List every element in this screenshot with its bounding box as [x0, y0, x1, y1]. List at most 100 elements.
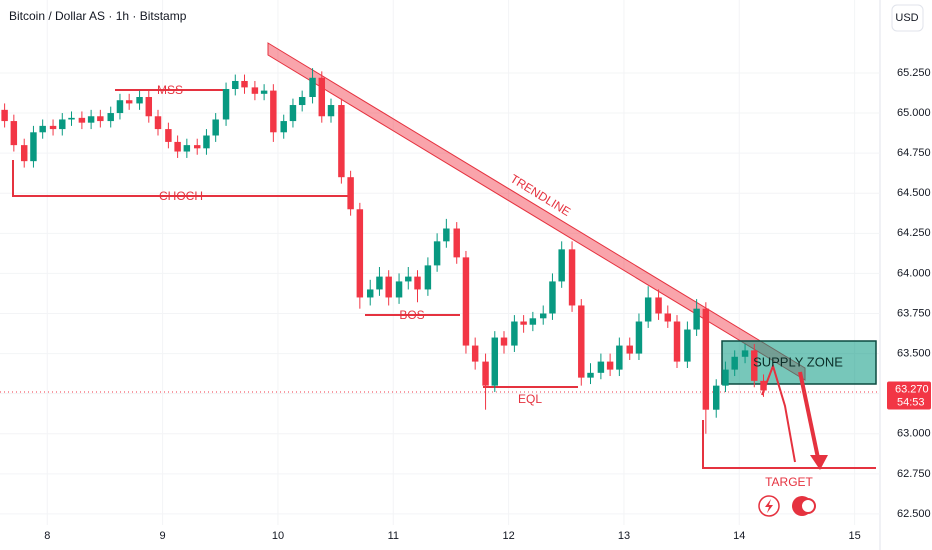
candle-body — [298, 97, 306, 106]
candle-body — [395, 281, 403, 298]
candle-body — [424, 265, 432, 290]
candle-body — [193, 145, 201, 149]
annotation: BOS — [399, 308, 424, 322]
candle-body — [49, 125, 57, 130]
candle-body — [212, 119, 219, 136]
supply-zone — [721, 340, 877, 385]
candle-body — [10, 121, 18, 146]
candle-body — [107, 113, 114, 122]
candle-body — [97, 116, 104, 122]
candle-body — [760, 380, 767, 391]
y-tick-label: 64.250 — [897, 227, 931, 239]
candle-body — [644, 297, 652, 322]
candle-body — [338, 105, 345, 178]
x-tick-label: 8 — [44, 530, 50, 542]
annotation: CHOCH — [159, 189, 203, 203]
candle-body — [751, 350, 758, 381]
candle-body — [549, 281, 556, 314]
candles — [1, 68, 767, 434]
projection-path — [761, 362, 796, 463]
candle-body — [203, 135, 210, 149]
candle-body — [87, 116, 95, 123]
candle-body — [59, 119, 66, 130]
candle-body — [356, 209, 364, 298]
candle-body — [587, 372, 594, 378]
candle-body — [174, 141, 181, 152]
x-tick-label: 11 — [388, 530, 399, 542]
candle-body — [511, 321, 518, 346]
x-tick-label: 15 — [849, 530, 861, 542]
flag-icon — [800, 498, 816, 514]
candle-body — [405, 276, 412, 282]
candle-body — [165, 129, 172, 142]
candle-body — [558, 249, 565, 282]
drawings — [0, 42, 880, 517]
candle-body — [693, 308, 700, 330]
candle-body — [471, 345, 479, 362]
candle-body — [731, 356, 738, 370]
candle-body — [655, 297, 662, 314]
candle-body — [741, 350, 749, 357]
y-tick-label: 64.000 — [897, 267, 931, 279]
candle-body — [376, 276, 383, 290]
chart-title: Bitcoin / Dollar AS · 1h · Bitstamp — [9, 9, 187, 23]
candle-body — [232, 80, 239, 89]
target-line — [702, 420, 876, 469]
last-price-box — [887, 381, 931, 410]
choch-line — [12, 160, 350, 197]
countdown-label: 54:53 — [897, 396, 925, 408]
candle-body — [116, 100, 124, 114]
candle-body — [433, 241, 441, 266]
projection-arrow — [798, 371, 820, 459]
y-tick-label: 64.500 — [897, 187, 931, 199]
candle-body — [145, 97, 153, 117]
candle-body — [520, 321, 527, 325]
annotation: MSS — [157, 83, 183, 97]
grid — [0, 0, 881, 550]
annotation: SUPPLY ZONE — [753, 354, 843, 369]
candle-body — [635, 321, 643, 354]
y-tick-label: 63.000 — [897, 428, 931, 440]
candle-body — [154, 116, 162, 130]
candle-body — [673, 321, 681, 362]
x-tick-label: 13 — [618, 530, 630, 542]
candle-body — [722, 369, 729, 386]
candle-body — [30, 132, 37, 162]
candle-body — [491, 337, 499, 386]
candle-body — [20, 145, 28, 162]
candle-body — [462, 257, 470, 346]
annotation: TARGET — [765, 475, 813, 489]
candle-body — [78, 117, 86, 123]
currency-button[interactable] — [891, 4, 924, 32]
candle-body — [684, 329, 691, 362]
candle-body — [347, 177, 354, 210]
candle-body — [385, 276, 392, 298]
candle-body — [289, 105, 297, 122]
candle-body — [482, 361, 489, 386]
candle-body — [125, 100, 133, 104]
candle-body — [1, 109, 8, 122]
candle-body — [606, 361, 614, 370]
candle-body — [136, 97, 143, 104]
candle-body — [414, 276, 421, 290]
candle-body — [616, 345, 623, 370]
x-tick-label: 12 — [502, 530, 514, 542]
candle-body — [443, 228, 450, 242]
candle-body — [280, 121, 287, 133]
candle-body — [270, 90, 277, 133]
candle-body — [453, 228, 460, 258]
lightning-icon — [765, 499, 773, 513]
candle-body — [568, 249, 576, 306]
candle-body — [712, 385, 720, 410]
candle-body — [539, 313, 547, 319]
candle-body — [664, 313, 672, 322]
candle-body — [39, 125, 46, 133]
y-tick-label: 63.750 — [897, 307, 931, 319]
candle-body — [366, 289, 374, 298]
x-tick-label: 10 — [272, 530, 284, 542]
candle-body — [251, 87, 259, 94]
y-tick-label: 62.500 — [897, 508, 931, 520]
arrow-head — [810, 455, 828, 470]
candle-body — [183, 145, 191, 152]
